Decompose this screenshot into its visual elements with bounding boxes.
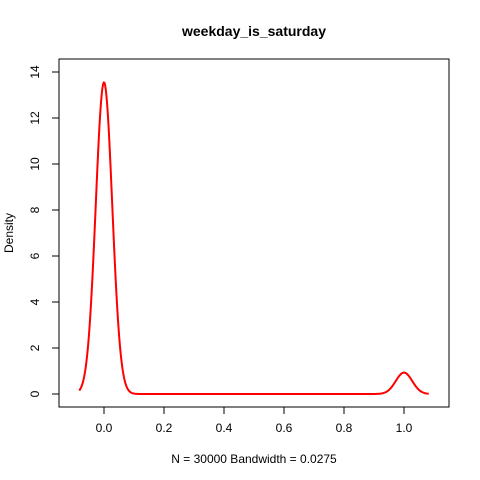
x-tick-label: 0.6 — [276, 421, 293, 435]
x-tick-label: 0.2 — [156, 421, 173, 435]
y-axis-label: Density — [2, 213, 16, 253]
plot-frame — [59, 59, 449, 407]
y-tick-label: 2 — [28, 344, 42, 351]
y-tick-label: 14 — [28, 65, 42, 79]
x-tick-label: 1.0 — [396, 421, 413, 435]
x-axis-label: N = 30000 Bandwidth = 0.0275 — [171, 452, 337, 466]
y-tick-label: 10 — [28, 157, 42, 171]
x-tick-label: 0.0 — [96, 421, 113, 435]
x-tick-label: 0.8 — [336, 421, 353, 435]
chart-title: weekday_is_saturday — [181, 23, 326, 39]
x-tick-label: 0.4 — [216, 421, 233, 435]
y-axis: 0 2 4 6 8 10 12 14 — [28, 65, 59, 397]
y-tick-label: 6 — [28, 252, 42, 259]
y-tick-label: 0 — [28, 390, 42, 397]
y-tick-label: 8 — [28, 206, 42, 213]
density-curve — [79, 83, 429, 394]
x-axis: 0.0 0.2 0.4 0.6 0.8 1.0 — [96, 407, 413, 435]
y-tick-label: 4 — [28, 298, 42, 305]
y-tick-label: 12 — [28, 111, 42, 125]
